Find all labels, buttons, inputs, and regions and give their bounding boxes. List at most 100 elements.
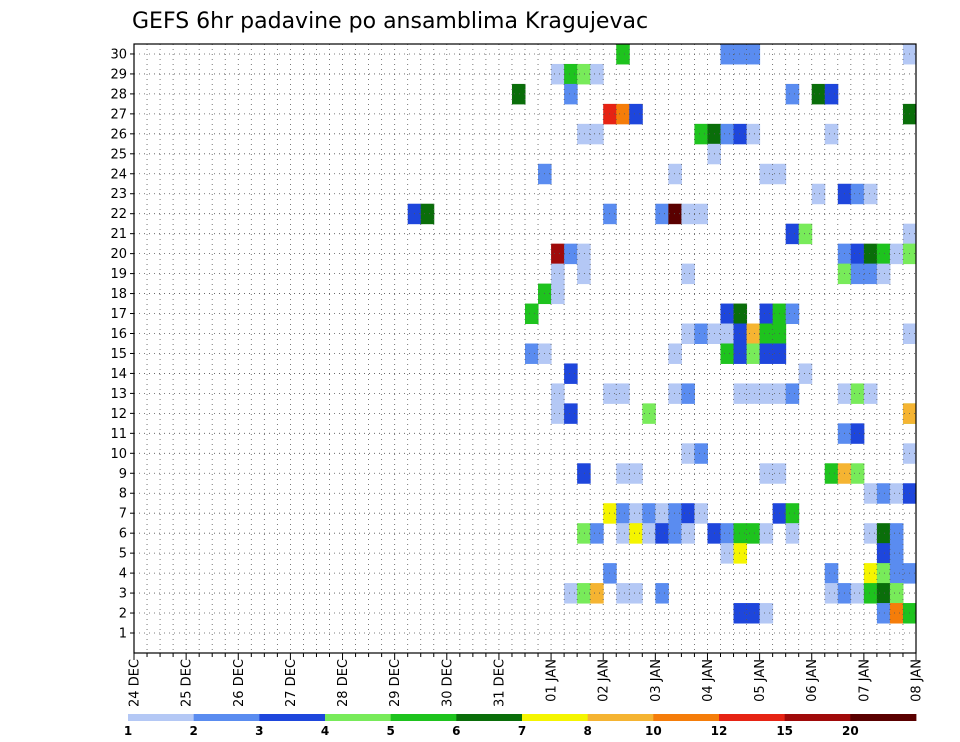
heatmap-cell (733, 343, 748, 364)
legend-label: 7 (518, 724, 526, 738)
heatmap-cell (863, 523, 878, 544)
chart-title: GEFS 6hr padavine po ansamblima Kragujev… (132, 9, 648, 34)
heatmap-cell (733, 543, 748, 564)
heatmap-cell (694, 323, 708, 344)
heatmap-cell (850, 263, 865, 285)
heatmap-cell (889, 483, 904, 504)
x-tick-label: 01 JAN (545, 659, 560, 702)
legend-swatch (850, 714, 917, 721)
heatmap-cell (876, 563, 891, 584)
heatmap-cell (616, 383, 630, 404)
y-tick-label: 3 (119, 587, 127, 602)
heatmap-cell (733, 323, 748, 344)
heatmap-cell (616, 103, 630, 125)
heatmap-cell (720, 123, 735, 145)
y-tick-label: 9 (119, 467, 127, 482)
legend-label: 20 (842, 724, 859, 738)
heatmap-cell (876, 523, 891, 544)
heatmap-cell (746, 323, 761, 344)
y-tick-label: 4 (119, 567, 127, 582)
heatmap-cell (629, 583, 643, 604)
heatmap-cell (759, 343, 774, 364)
heatmap-cell (681, 203, 695, 225)
heatmap-cell (850, 383, 865, 404)
heatmap-cell (629, 523, 643, 544)
heatmap-cell (759, 523, 774, 544)
heatmap-cell (564, 363, 578, 384)
heatmap-cell (720, 43, 735, 65)
x-tick-label: 07 JAN (857, 659, 872, 702)
heatmap-cell (590, 583, 604, 604)
heatmap-cell (694, 123, 708, 145)
heatmap-cell (551, 403, 565, 424)
y-tick-label: 19 (110, 267, 127, 282)
heatmap-cell (655, 583, 669, 604)
heatmap-cell (694, 503, 708, 524)
heatmap-cell (785, 223, 800, 245)
heatmap-cell (824, 563, 839, 584)
heatmap-cell (577, 523, 591, 544)
x-tick-label: 31 DEC (492, 659, 507, 707)
heatmap-cell (577, 583, 591, 604)
legend-label: 6 (452, 724, 460, 738)
heatmap-cell (824, 83, 839, 105)
heatmap-cell (577, 243, 591, 265)
heatmap-cell (876, 583, 891, 604)
heatmap-cell (616, 583, 630, 604)
legend-label: 2 (189, 724, 197, 738)
heatmap-cell (746, 343, 761, 364)
x-tick-label: 25 DEC (180, 659, 195, 707)
heatmap-cell (551, 243, 565, 265)
legend-swatch (259, 714, 326, 721)
legend-swatch (587, 714, 654, 721)
y-tick-label: 5 (119, 547, 127, 562)
heatmap-cell (720, 343, 735, 364)
heatmap-cell (785, 83, 800, 105)
heatmap-cell (863, 183, 878, 205)
y-tick-label: 14 (110, 367, 127, 382)
heatmap-cell (863, 583, 878, 604)
heatmap-cell (876, 543, 891, 564)
y-axis: 1234567891011121314151617181920212223242… (110, 47, 134, 642)
y-tick-label: 23 (110, 187, 127, 202)
heatmap-cell (759, 463, 774, 484)
x-tick-label: 27 DEC (284, 659, 299, 707)
y-tick-label: 20 (110, 247, 127, 262)
heatmap-cell (733, 303, 748, 325)
heatmap-cell (850, 423, 865, 444)
x-tick-label: 04 JAN (701, 659, 716, 702)
legend-swatch (390, 714, 457, 721)
heatmap-cell (746, 603, 761, 624)
heatmap-cell (889, 563, 904, 584)
heatmap-cell (889, 543, 904, 564)
legend-swatch (193, 714, 260, 721)
heatmap-cell (551, 263, 565, 285)
y-tick-label: 10 (110, 447, 127, 462)
heatmap-cell (759, 163, 774, 185)
y-tick-label: 13 (110, 387, 127, 402)
heatmap-cell (525, 343, 539, 364)
heatmap-cell (590, 123, 604, 145)
y-tick-label: 15 (110, 347, 127, 362)
heatmap-cell (577, 63, 591, 85)
heatmap-cell (564, 403, 578, 424)
legend-swatch (325, 714, 392, 721)
y-tick-label: 22 (110, 207, 127, 222)
y-tick-label: 28 (110, 87, 127, 102)
heatmap-cell (616, 463, 630, 484)
y-tick-label: 2 (119, 607, 127, 622)
heatmap-cell (876, 603, 891, 624)
heatmap-cell (850, 583, 865, 604)
y-tick-label: 1 (119, 627, 127, 642)
y-tick-label: 27 (110, 107, 127, 122)
heatmap-cell (668, 343, 682, 364)
heatmap-cell (720, 543, 735, 564)
legend-swatch (456, 714, 523, 721)
color-legend: 1 2 3 4 5 6 7 8 10 12 15 20 (124, 714, 917, 738)
y-tick-label: 16 (110, 327, 127, 342)
x-tick-label: 06 JAN (805, 659, 820, 702)
legend-label: 15 (776, 724, 793, 738)
heatmap-cell (616, 503, 630, 524)
